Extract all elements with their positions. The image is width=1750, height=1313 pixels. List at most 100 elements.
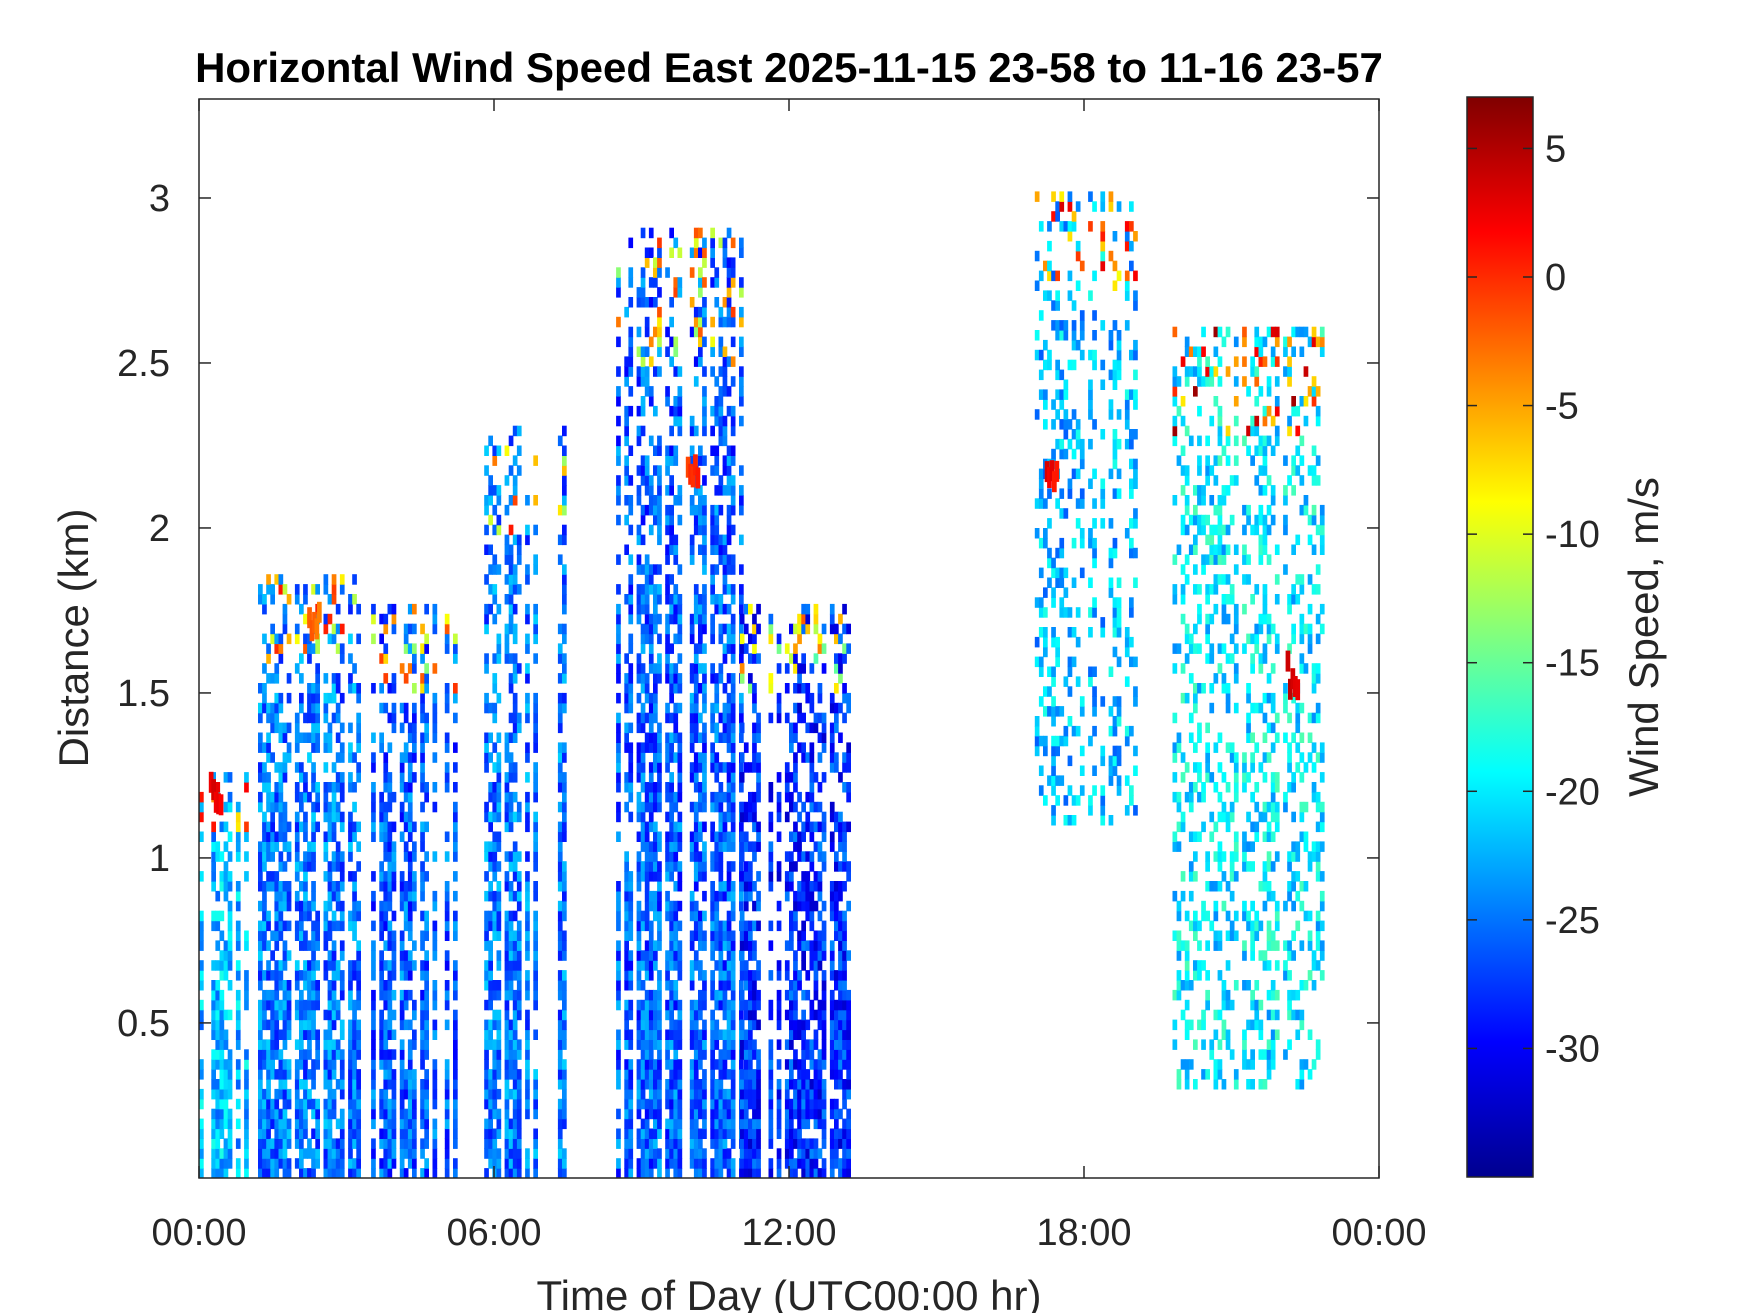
heatmap-cell — [702, 277, 707, 288]
heatmap-cell — [282, 1079, 288, 1090]
heatmap-cell — [628, 267, 634, 278]
heatmap-cell — [1124, 735, 1130, 747]
heatmap-cell — [657, 1108, 662, 1120]
heatmap-cell — [702, 910, 707, 922]
heatmap-cell — [391, 1148, 397, 1159]
heatmap-cell — [821, 1009, 827, 1021]
heatmap-cell — [829, 940, 835, 951]
heatmap-cell — [266, 584, 271, 595]
heatmap-cell — [693, 524, 699, 536]
heatmap-cell — [793, 980, 798, 991]
heatmap-cell — [821, 732, 827, 743]
heatmap-cell — [383, 831, 389, 842]
heatmap-cell — [722, 980, 728, 991]
heatmap-cell — [299, 881, 304, 892]
heatmap-cell — [677, 1019, 683, 1031]
heatmap-cell — [335, 999, 341, 1011]
heatmap-cell — [383, 762, 389, 773]
heatmap-cell — [303, 1148, 308, 1159]
heatmap-cell — [403, 633, 409, 645]
heatmap-cell — [756, 1019, 761, 1031]
heatmap-cell — [227, 1069, 233, 1080]
heatmap-cell — [1129, 260, 1134, 272]
heatmap-cell — [1055, 735, 1060, 747]
heatmap-cell — [420, 999, 425, 1011]
heatmap-cell — [512, 673, 518, 684]
heatmap-cell — [315, 1128, 320, 1139]
heatmap-cell — [1038, 607, 1044, 618]
heatmap-cell — [211, 910, 216, 922]
heatmap-cell — [702, 425, 707, 437]
heatmap-cell — [644, 791, 650, 803]
heatmap-cell — [562, 752, 567, 763]
heatmap-cell — [227, 851, 233, 862]
heatmap-cell — [516, 425, 522, 437]
heatmap-cell — [739, 871, 745, 882]
heatmap-cell — [557, 871, 563, 882]
heatmap-cell — [1055, 636, 1060, 648]
heatmap-cell — [327, 732, 333, 743]
heatmap-cell — [743, 1128, 749, 1139]
heatmap-cell — [412, 643, 417, 654]
heatmap-cell — [215, 1148, 221, 1159]
heatmap-cell — [533, 772, 538, 783]
heatmap-cell — [714, 524, 720, 536]
heatmap-cell — [407, 1088, 413, 1100]
heatmap-cell — [714, 940, 720, 951]
heatmap-cell — [653, 890, 658, 902]
heatmap-cell — [1051, 448, 1056, 460]
heatmap-cell — [714, 1088, 720, 1100]
heatmap-cell — [315, 1108, 320, 1120]
heatmap-cell — [262, 841, 267, 852]
heatmap-cell — [693, 1039, 699, 1050]
heatmap-cell — [557, 1079, 563, 1090]
heatmap-cell — [525, 712, 530, 724]
heatmap-cell — [698, 910, 703, 922]
heatmap-cell — [739, 821, 744, 833]
heatmap-cell — [739, 346, 744, 357]
heatmap-cell — [718, 1168, 724, 1178]
heatmap-cell — [846, 1088, 851, 1100]
heatmap-cell — [1112, 745, 1118, 757]
heatmap-cell — [718, 415, 724, 427]
heatmap-cell — [653, 841, 658, 852]
heatmap-cell — [335, 1148, 341, 1159]
heatmap-cell — [669, 603, 674, 615]
heatmap-cell — [714, 1168, 720, 1178]
heatmap-cell — [379, 732, 384, 743]
heatmap-cell — [702, 396, 707, 407]
heatmap-cell — [797, 980, 802, 991]
heatmap-cell — [331, 1098, 337, 1110]
heatmap-cell — [809, 1059, 815, 1070]
heatmap-cell — [698, 782, 703, 793]
heatmap-cell — [424, 1029, 429, 1040]
heatmap-cell — [235, 920, 241, 932]
heatmap-cell — [1116, 369, 1122, 381]
heatmap-cell — [665, 900, 670, 912]
heatmap-cell — [698, 930, 703, 941]
heatmap-cell — [689, 623, 695, 635]
heatmap-cell — [789, 831, 794, 842]
heatmap-cell — [730, 890, 736, 902]
heatmap-cell — [294, 722, 300, 734]
heatmap-cell — [1063, 330, 1069, 341]
heatmap-cell — [278, 1148, 284, 1159]
heatmap-cell — [504, 1049, 510, 1060]
heatmap-cell — [235, 1098, 241, 1110]
heatmap-cell — [616, 1158, 621, 1169]
heatmap-cell — [665, 544, 670, 555]
heatmap-cell — [739, 890, 744, 902]
heatmap-cell — [1059, 775, 1065, 786]
heatmap-cell — [640, 861, 646, 872]
heatmap-cell — [557, 900, 563, 912]
heatmap-cell — [726, 722, 732, 734]
heatmap-cell — [504, 554, 510, 565]
heatmap-cell — [842, 1019, 847, 1031]
heatmap-cell — [512, 999, 518, 1011]
heatmap-cell — [504, 1069, 510, 1080]
heatmap-cell — [211, 1049, 216, 1060]
heatmap-cell — [227, 1138, 233, 1149]
heatmap-cell — [801, 603, 806, 615]
heatmap-cell — [776, 831, 782, 842]
